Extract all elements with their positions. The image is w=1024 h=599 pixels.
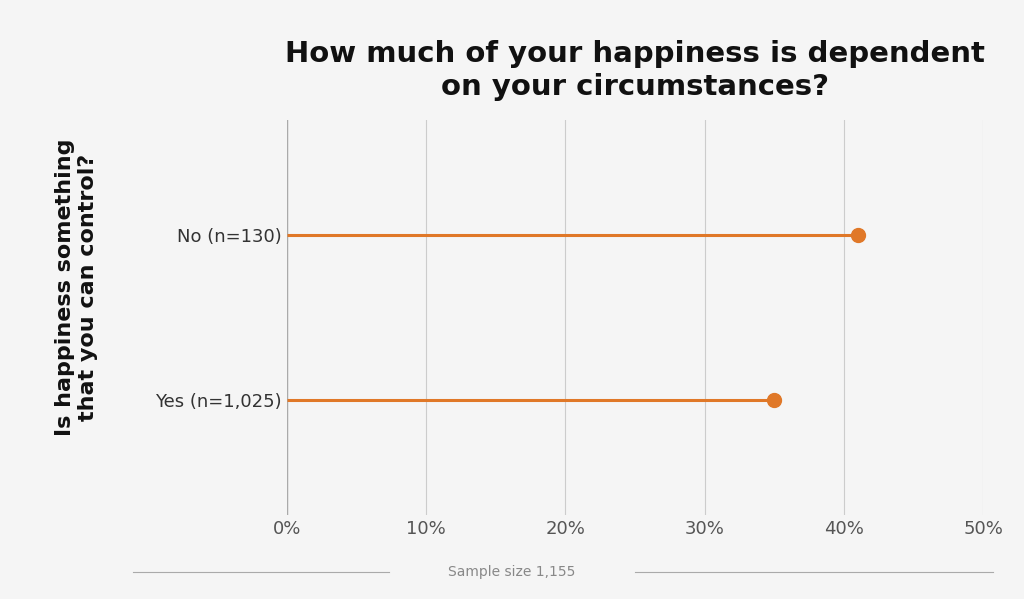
Text: Sample size 1,155: Sample size 1,155	[449, 565, 575, 579]
Text: Is happiness something
that you can control?: Is happiness something that you can cont…	[55, 139, 98, 436]
Title: How much of your happiness is dependent
on your circumstances?: How much of your happiness is dependent …	[285, 40, 985, 101]
